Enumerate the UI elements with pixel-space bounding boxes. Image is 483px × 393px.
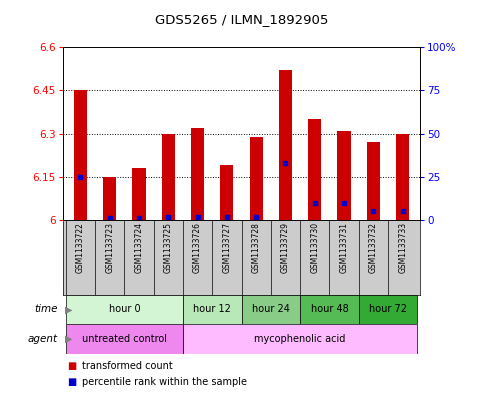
Text: mycophenolic acid: mycophenolic acid bbox=[255, 334, 346, 344]
Text: ■: ■ bbox=[68, 377, 77, 387]
Bar bbox=[359, 295, 417, 324]
Text: hour 24: hour 24 bbox=[252, 305, 290, 314]
Text: GSM1133724: GSM1133724 bbox=[134, 222, 143, 273]
Text: agent: agent bbox=[28, 334, 58, 344]
Bar bbox=[183, 295, 242, 324]
Text: GSM1133726: GSM1133726 bbox=[193, 222, 202, 273]
Text: hour 12: hour 12 bbox=[193, 305, 231, 314]
Bar bbox=[250, 136, 263, 220]
Bar bbox=[183, 324, 417, 354]
Text: GSM1133729: GSM1133729 bbox=[281, 222, 290, 273]
Bar bbox=[191, 128, 204, 220]
Text: ■: ■ bbox=[68, 361, 77, 371]
Bar bbox=[367, 142, 380, 220]
Bar bbox=[66, 295, 183, 324]
Text: transformed count: transformed count bbox=[82, 361, 173, 371]
Bar bbox=[220, 165, 233, 220]
Text: GDS5265 / ILMN_1892905: GDS5265 / ILMN_1892905 bbox=[155, 13, 328, 26]
Text: GSM1133723: GSM1133723 bbox=[105, 222, 114, 273]
Text: ▶: ▶ bbox=[65, 334, 73, 344]
Bar bbox=[162, 134, 175, 220]
Bar bbox=[396, 134, 409, 220]
Bar bbox=[66, 324, 183, 354]
Bar bbox=[338, 131, 351, 220]
Bar bbox=[308, 119, 321, 220]
Bar bbox=[74, 90, 87, 220]
Bar bbox=[279, 70, 292, 220]
Bar bbox=[242, 295, 300, 324]
Text: GSM1133733: GSM1133733 bbox=[398, 222, 407, 274]
Text: percentile rank within the sample: percentile rank within the sample bbox=[82, 377, 247, 387]
Text: time: time bbox=[34, 305, 58, 314]
Text: untreated control: untreated control bbox=[82, 334, 167, 344]
Text: GSM1133725: GSM1133725 bbox=[164, 222, 173, 273]
Text: GSM1133732: GSM1133732 bbox=[369, 222, 378, 273]
Text: hour 0: hour 0 bbox=[109, 305, 140, 314]
Text: GSM1133731: GSM1133731 bbox=[340, 222, 349, 273]
Bar bbox=[132, 168, 145, 220]
Bar bbox=[300, 295, 359, 324]
Text: hour 72: hour 72 bbox=[369, 305, 407, 314]
Text: GSM1133728: GSM1133728 bbox=[252, 222, 261, 273]
Text: GSM1133722: GSM1133722 bbox=[76, 222, 85, 273]
Text: hour 48: hour 48 bbox=[311, 305, 348, 314]
Text: GSM1133727: GSM1133727 bbox=[222, 222, 231, 273]
Text: GSM1133730: GSM1133730 bbox=[310, 222, 319, 274]
Bar bbox=[103, 177, 116, 220]
Text: ▶: ▶ bbox=[65, 305, 73, 314]
